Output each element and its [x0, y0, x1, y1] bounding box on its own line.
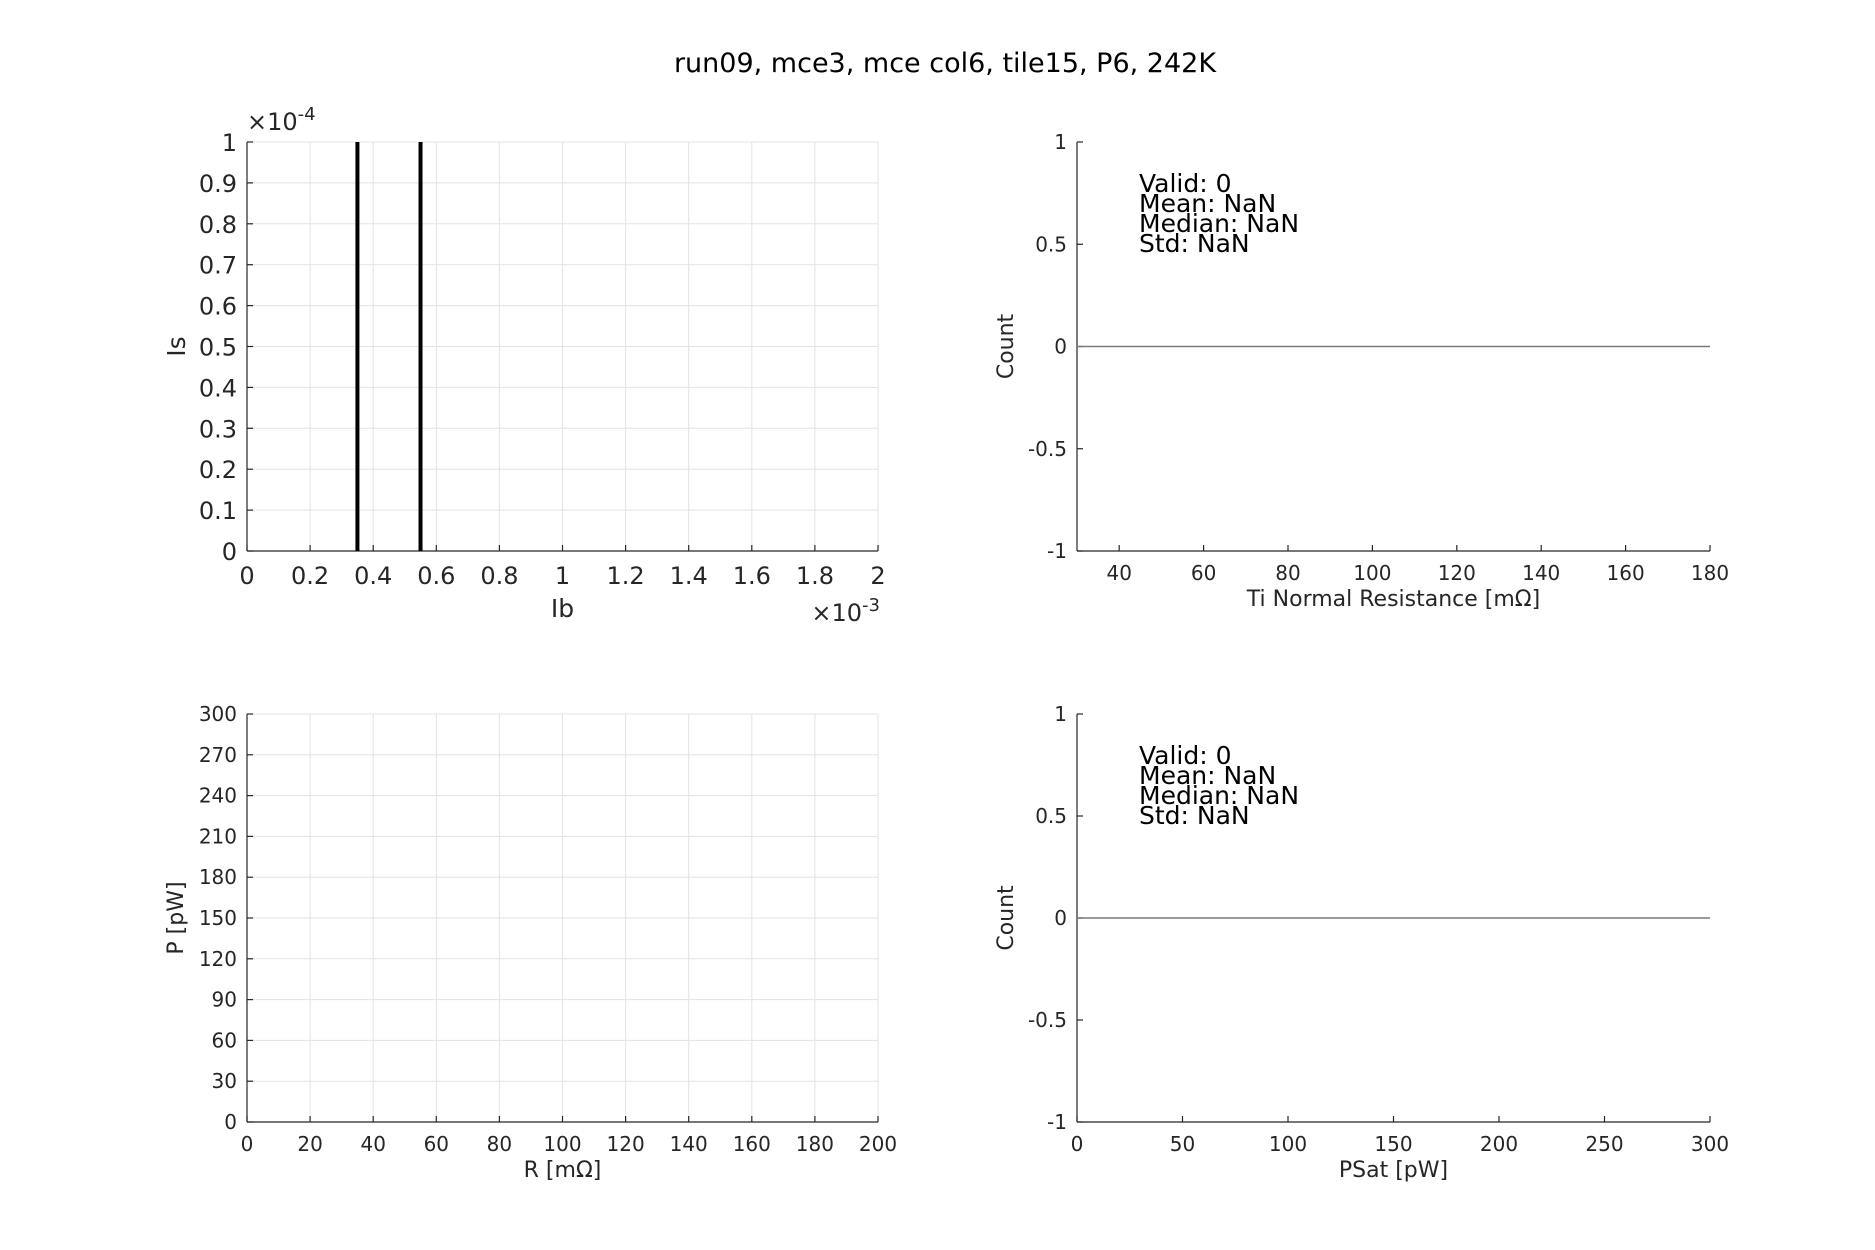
x-tick-label: 160: [733, 1132, 771, 1156]
y-axis-label: Is: [162, 336, 191, 356]
y-exponent-label: ×10-4: [247, 104, 316, 136]
x-tick-label: 1: [555, 562, 570, 590]
x-tick-label: 1.6: [733, 562, 771, 590]
y-tick-label: -1: [1047, 1110, 1067, 1134]
x-tick-label: 0: [241, 1132, 254, 1156]
x-tick-label: 0.2: [291, 562, 329, 590]
x-tick-label: 80: [1275, 561, 1300, 585]
x-tick-label: 100: [1269, 1132, 1307, 1156]
x-tick-label: 40: [360, 1132, 385, 1156]
stats-line: Valid: 0: [1139, 741, 1232, 770]
x-tick-label: 250: [1585, 1132, 1623, 1156]
x-tick-label: 100: [1353, 561, 1391, 585]
x-tick-label: 300: [1691, 1132, 1729, 1156]
y-tick-label: 0.2: [199, 456, 237, 484]
y-tick-label: 0.6: [199, 293, 237, 321]
y-tick-label: 0.5: [199, 334, 237, 362]
stats-line: Mean: NaN: [1139, 189, 1276, 218]
y-tick-label: 120: [199, 947, 237, 971]
y-tick-label: 240: [199, 784, 237, 808]
plot-psat-hist: 0 50 100 150 200 250 300 -1 -0.5 0 0.5 1 PSat [pW] Co…: [994, 702, 1729, 1183]
x-tick-label: 1.8: [796, 562, 834, 590]
y-tick-label: 270: [199, 743, 237, 767]
x-tick-label: 120: [607, 1132, 645, 1156]
stats-line: Mean: NaN: [1139, 761, 1276, 790]
plot-iv: 0 0.2 0.4 0.6 0.8 1 1.2 1.4 1.6 1.8 2 0 0.1 0.2 0.3 0.4…: [162, 104, 886, 627]
y-tick-label: 0.9: [199, 170, 237, 198]
y-tick-label: 180: [199, 865, 237, 889]
stats-line: Std: NaN: [1139, 801, 1250, 830]
y-tick-label: 0.1: [199, 497, 237, 525]
x-tick-label: 0: [1071, 1132, 1084, 1156]
x-tick-label: 150: [1374, 1132, 1412, 1156]
x-tick-label: 100: [543, 1132, 581, 1156]
x-tick-label: 1.4: [670, 562, 708, 590]
x-axis-label: Ib: [551, 594, 574, 623]
x-tick-label: 1.2: [607, 562, 645, 590]
x-axis-label: Ti Normal Resistance [mΩ]: [1246, 587, 1540, 612]
y-tick-label: 60: [212, 1028, 237, 1052]
y-tick-label: 90: [212, 988, 237, 1012]
x-tick-label: 180: [1691, 561, 1729, 585]
figure-title: run09, mce3, mce col6, tile15, P6, 242K: [674, 48, 1217, 79]
y-axis-label: Count: [994, 885, 1019, 951]
x-tick-label: 20: [297, 1132, 322, 1156]
x-tick-label: 40: [1106, 561, 1131, 585]
plot-pr: 0 20 40 60 80 100 120 140 160 180 200 0 30 60 90 120 150…: [164, 702, 897, 1183]
x-tick-label: 200: [859, 1132, 897, 1156]
y-tick-label: 0.4: [199, 374, 237, 402]
x-exponent-label: ×10-3: [811, 595, 880, 627]
x-tick-label: 0: [239, 562, 254, 590]
stats-line: Valid: 0: [1139, 169, 1232, 198]
x-tick-label: 180: [796, 1132, 834, 1156]
x-axis-label: R [mΩ]: [524, 1158, 602, 1183]
y-tick-label: 0: [1054, 335, 1067, 359]
x-tick-label: 80: [487, 1132, 512, 1156]
y-tick-label: 210: [199, 824, 237, 848]
plot-rn-hist: 40 60 80 100 120 140 160 180 -1 -0.5 0 0.5 1 Ti Norma…: [994, 130, 1729, 612]
y-tick-label: 0: [224, 1110, 237, 1134]
y-tick-label: -0.5: [1028, 437, 1067, 461]
x-tick-label: 50: [1170, 1132, 1195, 1156]
y-tick-label: 1: [222, 129, 237, 157]
stats-line: Std: NaN: [1139, 229, 1250, 258]
x-tick-label: 2: [870, 562, 885, 590]
x-axis-label: PSat [pW]: [1339, 1158, 1448, 1183]
x-tick-label: 140: [670, 1132, 708, 1156]
x-tick-label: 140: [1522, 561, 1560, 585]
y-tick-label: 30: [212, 1069, 237, 1093]
y-tick-label: 0.5: [1035, 804, 1067, 828]
y-tick-label: 0: [222, 538, 237, 566]
y-tick-label: -0.5: [1028, 1008, 1067, 1032]
y-tick-label: 1: [1054, 702, 1067, 726]
y-axis-label: P [pW]: [164, 881, 189, 954]
stats-line: Median: NaN: [1139, 209, 1299, 238]
x-tick-label: 60: [424, 1132, 449, 1156]
y-tick-label: 0.5: [1035, 232, 1067, 256]
y-tick-label: 0.3: [199, 415, 237, 443]
x-tick-label: 0.8: [480, 562, 518, 590]
y-tick-label: -1: [1047, 539, 1067, 563]
y-tick-label: 0: [1054, 906, 1067, 930]
y-tick-label: 1: [1054, 130, 1067, 154]
stats-line: Median: NaN: [1139, 781, 1299, 810]
y-tick-label: 150: [199, 906, 237, 930]
x-tick-label: 160: [1607, 561, 1645, 585]
x-tick-label: 200: [1480, 1132, 1518, 1156]
x-tick-label: 60: [1191, 561, 1216, 585]
x-tick-label: 0.4: [354, 562, 392, 590]
y-tick-label: 0.7: [199, 252, 237, 280]
y-tick-label: 0.8: [199, 211, 237, 239]
x-tick-label: 0.6: [417, 562, 455, 590]
y-tick-label: 300: [199, 702, 237, 726]
x-tick-label: 120: [1438, 561, 1476, 585]
y-axis-label: Count: [994, 313, 1019, 379]
